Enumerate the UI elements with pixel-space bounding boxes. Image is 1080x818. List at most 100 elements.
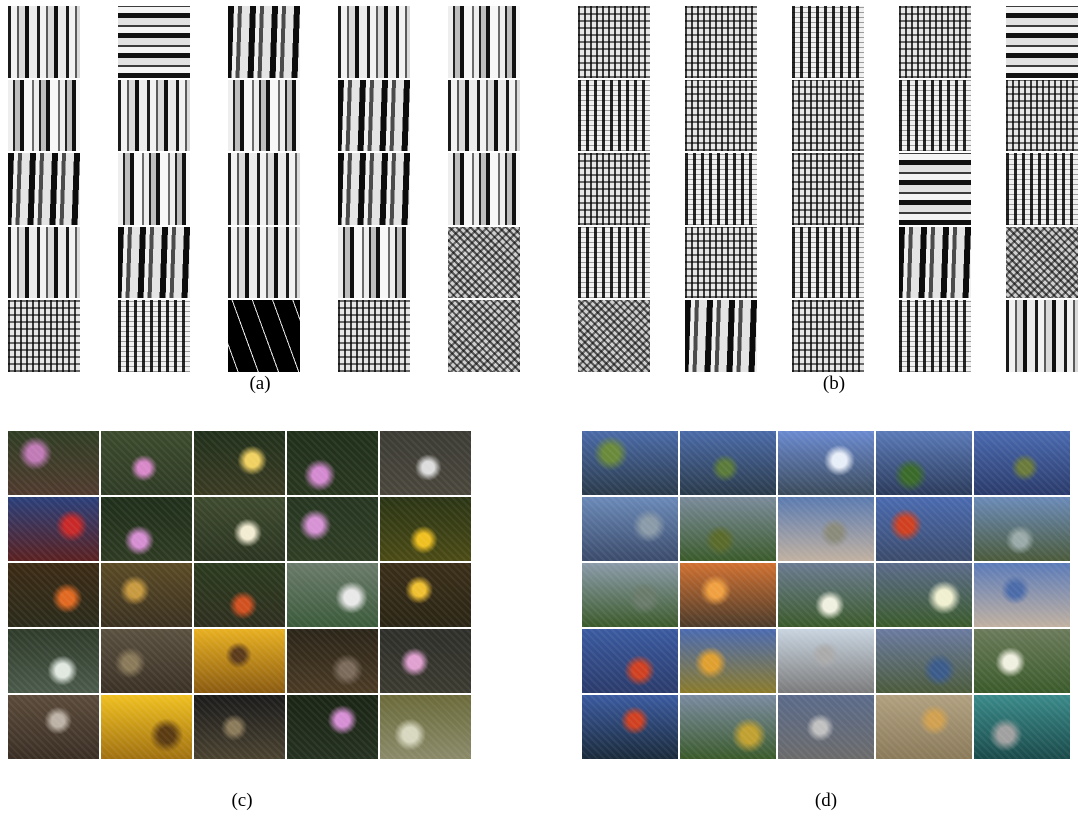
photo-thumbnail [380, 629, 471, 693]
photo-grid-c [8, 431, 471, 759]
texture-thumbnail [685, 79, 757, 152]
photo-grid-d [582, 431, 1070, 759]
photo-thumbnail [680, 563, 776, 627]
texture-thumbnail [578, 300, 650, 372]
photo-thumbnail [8, 629, 99, 693]
texture-thumbnail [792, 6, 864, 78]
photo-thumbnail [380, 695, 471, 759]
texture-thumbnail [228, 6, 300, 78]
texture-thumbnail [1006, 153, 1078, 225]
photo-thumbnail [194, 497, 285, 561]
texture-thumbnail [1006, 300, 1078, 372]
photo-thumbnail [582, 695, 678, 759]
texture-thumbnail [578, 153, 650, 225]
photo-thumbnail [582, 431, 678, 495]
photo-thumbnail [974, 629, 1070, 693]
texture-thumbnail [338, 79, 410, 152]
photo-thumbnail [380, 563, 471, 627]
texture-thumbnail [899, 300, 971, 372]
texture-thumbnail [899, 79, 971, 152]
photo-thumbnail [101, 695, 192, 759]
caption-d: (d) [814, 790, 838, 811]
photo-thumbnail [8, 563, 99, 627]
caption-a: (a) [249, 373, 271, 394]
texture-thumbnail [338, 6, 410, 78]
texture-thumbnail [685, 6, 757, 78]
photo-thumbnail [680, 695, 776, 759]
photo-thumbnail [101, 497, 192, 561]
texture-thumbnail [792, 79, 864, 152]
photo-thumbnail [778, 695, 874, 759]
photo-thumbnail [680, 431, 776, 495]
photo-thumbnail [778, 563, 874, 627]
photo-thumbnail [582, 629, 678, 693]
photo-thumbnail [680, 629, 776, 693]
texture-thumbnail [578, 226, 650, 299]
texture-thumbnail [118, 226, 190, 299]
texture-thumbnail [448, 300, 520, 372]
photo-thumbnail [974, 431, 1070, 495]
photo-thumbnail [876, 563, 972, 627]
texture-thumbnail [1006, 6, 1078, 78]
photo-thumbnail [194, 629, 285, 693]
texture-thumbnail [792, 300, 864, 372]
photo-thumbnail [876, 497, 972, 561]
texture-thumbnail [448, 79, 520, 152]
photo-thumbnail [8, 497, 99, 561]
texture-thumbnail [118, 79, 190, 152]
photo-thumbnail [778, 629, 874, 693]
texture-thumbnail [448, 153, 520, 225]
texture-thumbnail [792, 153, 864, 225]
photo-thumbnail [287, 629, 378, 693]
caption-b: (b) [822, 373, 846, 394]
texture-thumbnail [448, 6, 520, 78]
texture-thumbnail [899, 226, 971, 299]
photo-thumbnail [380, 497, 471, 561]
texture-thumbnail [8, 6, 80, 78]
texture-thumbnail [578, 6, 650, 78]
photo-thumbnail [778, 497, 874, 561]
texture-thumbnail [338, 300, 410, 372]
photo-thumbnail [8, 431, 99, 495]
photo-thumbnail [101, 629, 192, 693]
photo-thumbnail [101, 563, 192, 627]
texture-thumbnail [1006, 226, 1078, 299]
texture-thumbnail [338, 226, 410, 299]
photo-thumbnail [194, 695, 285, 759]
texture-thumbnail [338, 153, 410, 225]
texture-thumbnail [685, 153, 757, 225]
photo-thumbnail [287, 563, 378, 627]
photo-thumbnail [778, 431, 874, 495]
texture-thumbnail [8, 300, 80, 372]
texture-thumbnail [899, 153, 971, 225]
photo-thumbnail [287, 431, 378, 495]
photo-thumbnail [876, 629, 972, 693]
photo-thumbnail [974, 563, 1070, 627]
photo-thumbnail [974, 497, 1070, 561]
texture-thumbnail [685, 226, 757, 299]
texture-thumbnail [118, 300, 190, 372]
photo-thumbnail [582, 497, 678, 561]
photo-thumbnail [582, 563, 678, 627]
texture-thumbnail [228, 300, 300, 372]
texture-thumbnail [8, 226, 80, 299]
photo-thumbnail [194, 563, 285, 627]
photo-thumbnail [287, 695, 378, 759]
photo-thumbnail [101, 431, 192, 495]
texture-thumbnail [448, 226, 520, 299]
texture-thumbnail [118, 153, 190, 225]
texture-thumbnail [228, 79, 300, 152]
texture-grid-b [578, 6, 1080, 372]
photo-thumbnail [876, 695, 972, 759]
texture-thumbnail [1006, 79, 1078, 152]
texture-thumbnail [8, 153, 80, 225]
texture-thumbnail [8, 79, 80, 152]
photo-thumbnail [974, 695, 1070, 759]
texture-thumbnail [899, 6, 971, 78]
texture-thumbnail [792, 226, 864, 299]
texture-thumbnail [685, 300, 757, 372]
photo-thumbnail [680, 497, 776, 561]
texture-thumbnail [578, 79, 650, 152]
photo-thumbnail [8, 695, 99, 759]
texture-thumbnail [228, 153, 300, 225]
